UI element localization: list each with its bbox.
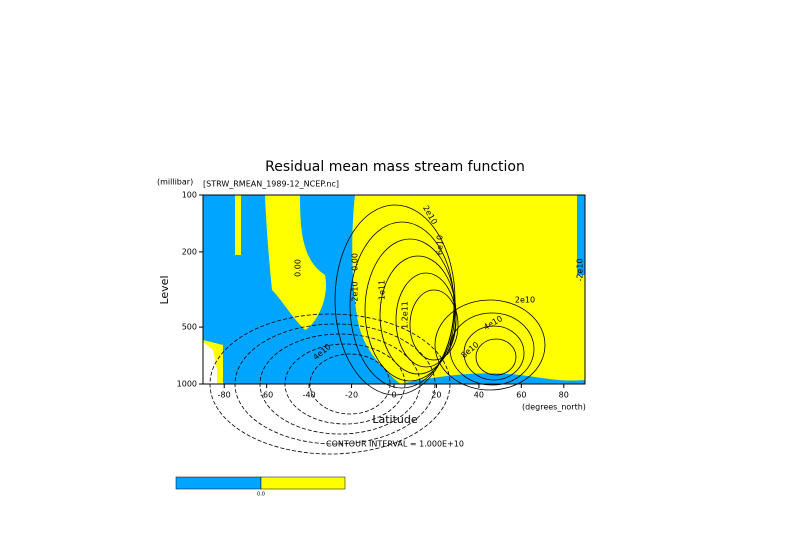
contour-line — [449, 312, 535, 386]
contour-interval-note: CONTOUR INTERVAL = 1.000E+10 — [326, 440, 464, 449]
contour-label: -2e10 — [351, 281, 360, 304]
x-tick-label: -60 — [260, 391, 273, 400]
subtitle: [STRW_RMEAN_1989-12_NCEP.nc] — [203, 180, 339, 189]
contour-label: 2e10 — [515, 296, 535, 305]
y-tick-label: 500 — [182, 323, 197, 332]
positive-strip — [235, 195, 241, 255]
positive-tongue — [265, 195, 326, 330]
x-tick-label: -20 — [345, 391, 358, 400]
x-axis-label: Latitude — [372, 413, 418, 426]
contour-label: 0.00 — [351, 253, 360, 271]
y-axis-label: Level — [158, 275, 171, 304]
x-tick-label: -40 — [303, 391, 316, 400]
contour-label: -2e10 — [576, 258, 585, 281]
contour-line — [409, 289, 459, 361]
contour-label: 6e10 — [436, 235, 445, 255]
contour-line — [395, 272, 457, 368]
missing-region — [203, 342, 217, 384]
contour-label: 1e11 — [378, 280, 387, 300]
x-tick-label: 80 — [559, 391, 569, 400]
colorbar-label: 0.0 — [257, 492, 265, 498]
x-tick-label: 0 — [391, 391, 396, 400]
colorbar-positive — [260, 476, 346, 490]
contour-line — [463, 325, 525, 381]
y-tick-label: 1000 — [177, 380, 197, 389]
colorbar-negative — [175, 476, 262, 490]
y-tick-label: 200 — [182, 247, 197, 256]
y-tick-label: 100 — [182, 191, 197, 200]
contour-line — [475, 338, 517, 376]
negative-bottom — [400, 373, 585, 384]
x-tick-label: 40 — [474, 391, 484, 400]
y-unit: (millibar) — [157, 178, 193, 187]
contour-label: 0.00 — [294, 259, 303, 277]
x-tick-label: -80 — [218, 391, 231, 400]
x-tick-label: 20 — [431, 391, 441, 400]
negative-strip — [577, 195, 585, 275]
x-tick-label: 60 — [516, 391, 526, 400]
x-unit: (degrees_north) — [522, 403, 586, 412]
contour-label: 1.2e11 — [401, 301, 410, 329]
contour-line — [434, 299, 546, 391]
chart-title: Residual mean mass stream function — [265, 159, 525, 175]
